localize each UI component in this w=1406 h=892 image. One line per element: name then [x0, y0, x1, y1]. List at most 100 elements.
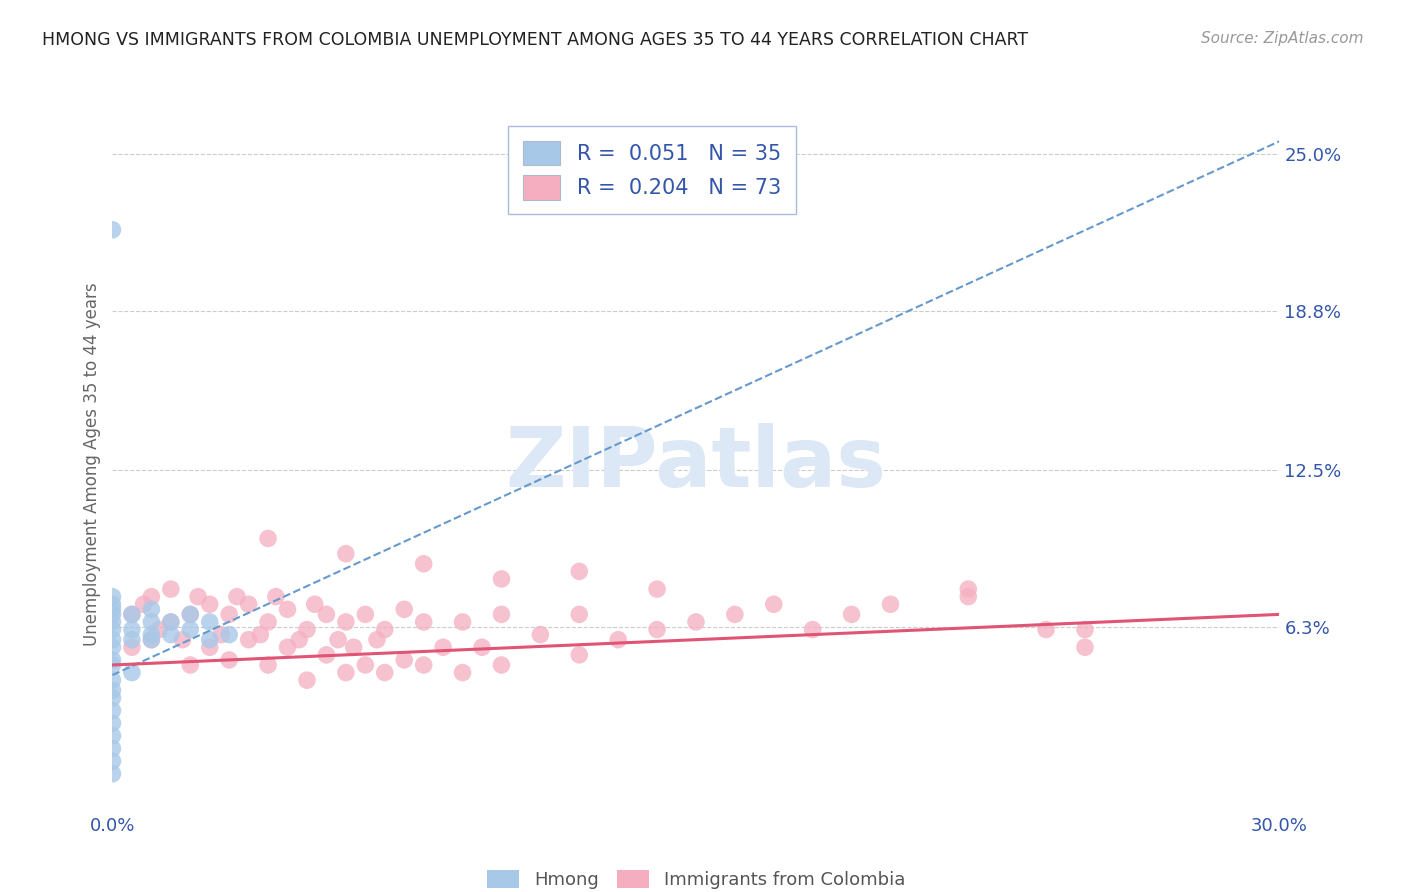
Point: [724, 607, 747, 622]
Point: [101, 615, 124, 629]
Point: [101, 683, 124, 698]
Point: [121, 640, 143, 655]
Point: [335, 615, 357, 629]
Point: [187, 590, 209, 604]
Point: [141, 627, 163, 641]
Point: [209, 627, 232, 641]
Point: [198, 597, 221, 611]
Y-axis label: Unemployment Among Ages 35 to 44 years: Unemployment Among Ages 35 to 44 years: [83, 282, 101, 646]
Point: [801, 623, 824, 637]
Point: [295, 623, 318, 637]
Point: [101, 716, 124, 731]
Point: [295, 673, 318, 688]
Point: [451, 615, 474, 629]
Text: ZIPatlas: ZIPatlas: [506, 424, 886, 504]
Point: [374, 623, 396, 637]
Point: [304, 597, 326, 611]
Point: [160, 582, 183, 596]
Point: [101, 673, 124, 688]
Point: [335, 547, 357, 561]
Point: [471, 640, 494, 655]
Point: [101, 741, 124, 756]
Point: [374, 665, 396, 680]
Point: [198, 640, 221, 655]
Point: [160, 615, 183, 629]
Point: [432, 640, 454, 655]
Point: [529, 627, 551, 641]
Point: [257, 657, 280, 672]
Point: [148, 623, 170, 637]
Point: [226, 590, 249, 604]
Point: [179, 623, 201, 637]
Point: [179, 657, 201, 672]
Point: [101, 690, 124, 705]
Point: [238, 597, 260, 611]
Point: [276, 602, 298, 616]
Point: [160, 627, 183, 641]
Point: [101, 590, 124, 604]
Text: Source: ZipAtlas.com: Source: ZipAtlas.com: [1201, 31, 1364, 46]
Point: [645, 623, 668, 637]
Point: [218, 627, 240, 641]
Point: [762, 597, 785, 611]
Point: [218, 607, 240, 622]
Point: [101, 704, 124, 718]
Point: [841, 607, 863, 622]
Point: [451, 665, 474, 680]
Point: [121, 623, 143, 637]
Point: [198, 632, 221, 647]
Point: [568, 607, 591, 622]
Point: [141, 615, 163, 629]
Point: [264, 590, 287, 604]
Point: [276, 640, 298, 655]
Point: [101, 766, 124, 780]
Point: [568, 565, 591, 579]
Point: [288, 632, 311, 647]
Point: [218, 653, 240, 667]
Point: [141, 632, 163, 647]
Point: [1074, 623, 1097, 637]
Point: [315, 607, 337, 622]
Point: [101, 602, 124, 616]
Point: [101, 653, 124, 667]
Point: [685, 615, 707, 629]
Point: [141, 602, 163, 616]
Point: [957, 582, 980, 596]
Point: [1035, 623, 1057, 637]
Point: [491, 657, 513, 672]
Point: [179, 607, 201, 622]
Point: [412, 615, 434, 629]
Point: [101, 623, 124, 637]
Point: [412, 657, 434, 672]
Point: [121, 665, 143, 680]
Point: [335, 665, 357, 680]
Point: [238, 632, 260, 647]
Point: [132, 597, 155, 611]
Point: [141, 590, 163, 604]
Point: [568, 648, 591, 662]
Point: [101, 223, 124, 237]
Point: [879, 597, 901, 611]
Point: [315, 648, 337, 662]
Point: [257, 615, 280, 629]
Point: [101, 657, 124, 672]
Point: [1074, 640, 1097, 655]
Point: [101, 729, 124, 743]
Point: [412, 557, 434, 571]
Point: [249, 627, 271, 641]
Point: [101, 640, 124, 655]
Point: [160, 615, 183, 629]
Point: [366, 632, 388, 647]
Point: [179, 607, 201, 622]
Point: [343, 640, 366, 655]
Legend: Hmong, Immigrants from Colombia: Hmong, Immigrants from Colombia: [479, 863, 912, 892]
Point: [392, 602, 416, 616]
Text: HMONG VS IMMIGRANTS FROM COLOMBIA UNEMPLOYMENT AMONG AGES 35 TO 44 YEARS CORRELA: HMONG VS IMMIGRANTS FROM COLOMBIA UNEMPL…: [42, 31, 1028, 49]
Point: [101, 597, 124, 611]
Point: [121, 607, 143, 622]
Point: [121, 632, 143, 647]
Point: [121, 607, 143, 622]
Point: [101, 607, 124, 622]
Point: [326, 632, 349, 647]
Point: [354, 607, 377, 622]
